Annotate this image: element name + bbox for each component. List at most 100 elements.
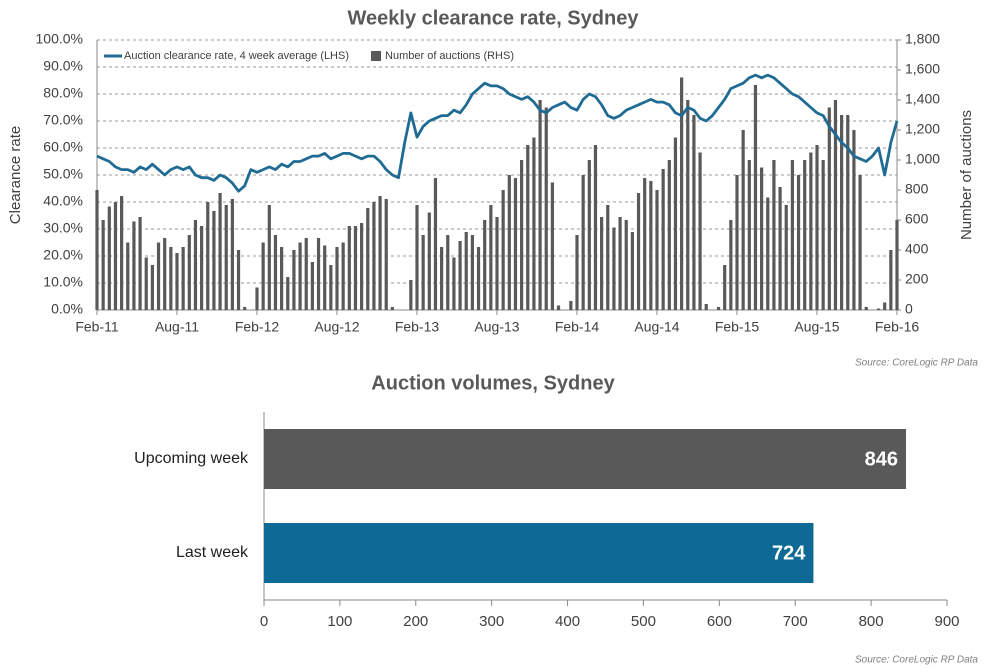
bar — [883, 302, 887, 310]
bar — [624, 220, 628, 310]
bar — [606, 205, 610, 310]
bar — [698, 152, 702, 310]
bar — [507, 175, 511, 310]
value-label: 724 — [772, 542, 806, 564]
bar — [673, 137, 678, 310]
bar — [864, 307, 868, 310]
bar — [778, 187, 782, 310]
bar — [538, 100, 542, 310]
x-tick-label: Feb-13 — [395, 319, 440, 335]
bar — [175, 253, 179, 310]
y-axis-label: Clearance rate — [7, 126, 24, 224]
bar — [181, 247, 185, 310]
x-tick-label: Feb-15 — [715, 319, 760, 335]
bar — [587, 160, 591, 310]
y-tick-label: 70.0% — [43, 112, 83, 128]
chart-title: Weekly clearance rate, Sydney — [348, 7, 640, 29]
bar — [593, 145, 598, 310]
x-tick-label: Aug-13 — [474, 319, 519, 335]
bar — [464, 232, 468, 310]
bar — [95, 190, 99, 310]
y2-tick-label: 1,400 — [905, 91, 940, 107]
y2-tick-label: 1,600 — [905, 61, 940, 77]
bar — [716, 307, 721, 310]
bar — [815, 145, 819, 310]
x-tick-label: 500 — [631, 613, 656, 630]
bar — [144, 257, 148, 310]
bar — [206, 202, 210, 310]
bar — [729, 220, 733, 310]
bar — [581, 175, 585, 310]
bar — [532, 137, 536, 310]
y-tick-label: Upcoming week — [134, 450, 249, 467]
y2-tick-label: 0 — [905, 301, 913, 317]
bar — [760, 167, 764, 310]
bar — [600, 217, 604, 310]
x-tick-label: Aug-12 — [314, 319, 359, 335]
bar — [833, 100, 838, 310]
chart-title: Auction volumes, Sydney — [371, 372, 615, 394]
x-tick-label: 600 — [707, 613, 732, 630]
y-tick-label: 20.0% — [43, 247, 83, 263]
bar — [526, 145, 530, 310]
bar — [741, 130, 745, 310]
bar — [704, 304, 708, 310]
bar — [790, 160, 794, 310]
x-tick-label: 400 — [555, 613, 580, 630]
line — [96, 73, 899, 193]
bar — [846, 115, 850, 310]
bar — [230, 199, 234, 310]
bar — [440, 247, 444, 310]
y-tick-label: 50.0% — [43, 166, 83, 182]
bar — [409, 280, 413, 310]
bar — [163, 238, 167, 310]
bar — [310, 262, 314, 310]
x-tick-label: Aug-11 — [155, 319, 199, 335]
x-tick-label: Aug-14 — [634, 319, 679, 335]
bar — [433, 178, 438, 310]
bar — [852, 130, 856, 310]
bar — [200, 226, 204, 310]
x-tick-label: 300 — [479, 613, 504, 630]
bar — [113, 202, 118, 310]
bar — [360, 223, 364, 310]
legend-label: Number of auctions (RHS) — [385, 50, 514, 62]
y2-tick-label: 1,800 — [905, 31, 940, 47]
bar — [280, 247, 284, 310]
bar — [264, 429, 907, 489]
bar — [495, 217, 499, 310]
bar — [575, 235, 579, 310]
bar — [735, 175, 739, 310]
bar — [298, 242, 302, 310]
legend-swatch — [371, 51, 382, 61]
value-label: 846 — [865, 448, 898, 470]
bar — [655, 190, 659, 310]
bar — [378, 196, 382, 310]
source: Source: CoreLogic RP Data — [855, 358, 978, 369]
bar — [384, 199, 388, 310]
bar — [483, 220, 487, 310]
bar — [126, 242, 130, 310]
bar — [372, 202, 376, 310]
y-tick-label: 90.0% — [43, 58, 83, 74]
y2-tick-label: 200 — [905, 271, 929, 287]
x-tick-label: Aug-15 — [794, 319, 839, 335]
bar — [747, 160, 751, 310]
bar — [120, 196, 124, 310]
bar — [889, 250, 893, 310]
bar — [501, 190, 505, 310]
bar — [796, 175, 801, 310]
bar — [316, 238, 321, 310]
bar — [304, 238, 308, 310]
bar — [520, 160, 524, 310]
bar — [692, 115, 696, 310]
bar — [101, 220, 105, 310]
bar — [255, 287, 259, 310]
bar — [341, 242, 345, 310]
bar — [895, 220, 899, 310]
y2-tick-label: 400 — [905, 241, 929, 257]
bar — [636, 193, 641, 310]
y2-tick-label: 1,200 — [905, 121, 940, 137]
bar — [630, 232, 634, 310]
y-tick-label: 30.0% — [43, 220, 83, 236]
